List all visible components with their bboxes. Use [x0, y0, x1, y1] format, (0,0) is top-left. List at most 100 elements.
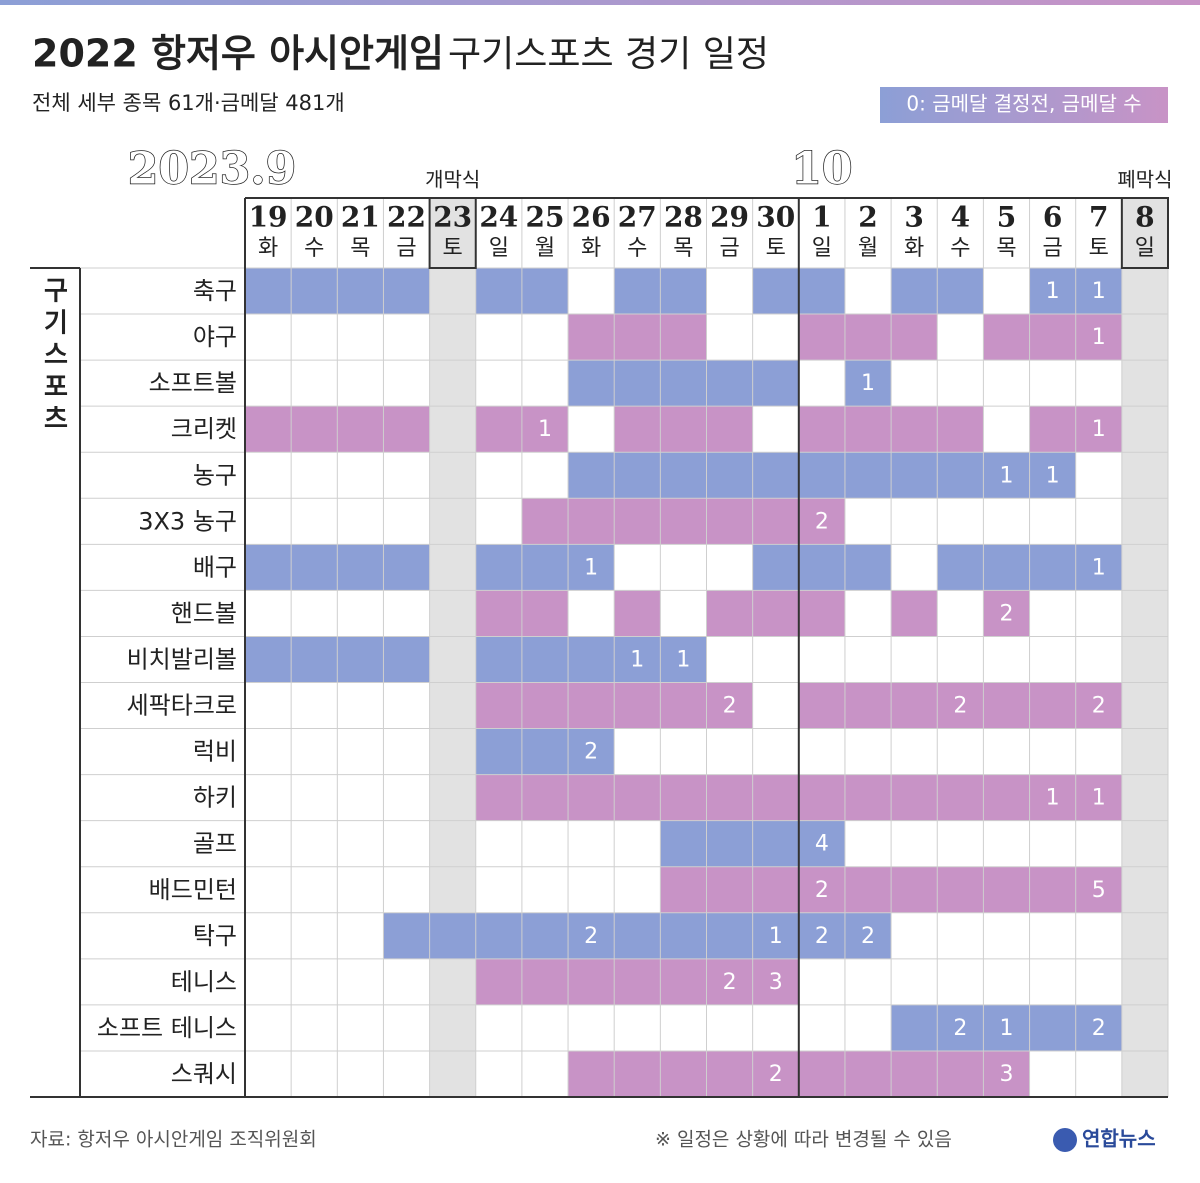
ceremony-column [1121, 198, 1168, 1097]
schedule-cell [798, 682, 845, 729]
schedule-cell [614, 268, 661, 315]
medal-count: 1 [1092, 325, 1106, 350]
schedule-cell [337, 268, 384, 315]
schedule-cell [568, 912, 615, 959]
schedule-cell [660, 360, 707, 407]
medal-count: 4 [815, 832, 829, 857]
weekday: 목 [350, 236, 370, 261]
medal-count: 2 [584, 924, 598, 949]
medal-count: 2 [1092, 694, 1106, 719]
schedule-cell [752, 544, 799, 591]
schedule-cell [798, 866, 845, 913]
schedule-cell [614, 774, 661, 821]
schedule-cell [752, 820, 799, 867]
schedule-cell [983, 866, 1030, 913]
schedule-cell [475, 406, 522, 453]
schedule-cell [983, 1004, 1030, 1051]
title: 2022 항저우 아시안게임 [32, 32, 444, 76]
medal-count: 2 [815, 509, 829, 534]
schedule-cell [475, 958, 522, 1005]
top-stripe [0, 0, 1200, 5]
schedule-cell [568, 544, 615, 591]
schedule-cell [1075, 1004, 1122, 1051]
medal-count: 1 [999, 1016, 1013, 1041]
schedule-cell [1075, 682, 1122, 729]
schedule-cell [1029, 268, 1076, 315]
schedule-cell [475, 590, 522, 637]
day: 19 [249, 201, 288, 234]
day: 24 [479, 201, 518, 234]
medal-count: 2 [815, 878, 829, 903]
medal-count: 1 [1046, 279, 1060, 304]
sport-label: 야구 [193, 323, 237, 351]
schedule-cell [521, 268, 569, 315]
schedule-cell [1029, 452, 1076, 499]
day: 7 [1089, 201, 1108, 234]
schedule-cell [1029, 866, 1076, 913]
schedule-cell [521, 774, 569, 821]
weekday: 수 [304, 236, 324, 261]
medal-count: 2 [769, 1062, 783, 1087]
schedule-cell [937, 1050, 984, 1097]
schedule-cell [614, 314, 661, 361]
schedule-cell [660, 958, 707, 1005]
sport-label: 스쿼시 [171, 1060, 237, 1088]
day: 30 [756, 201, 795, 234]
schedule-cell [706, 590, 753, 637]
schedule-cell [844, 1050, 892, 1097]
medal-count: 2 [861, 924, 875, 949]
schedule-cell [752, 912, 799, 959]
schedule-cell [983, 544, 1030, 591]
schedule-cell [983, 774, 1030, 821]
schedule-cell [844, 360, 892, 407]
sport-label: 농구 [193, 461, 237, 489]
schedule-cell [614, 590, 661, 637]
schedule-cell [1075, 544, 1122, 591]
schedule-cell [245, 406, 292, 453]
schedule-cell [1029, 544, 1076, 591]
schedule-cell [706, 360, 753, 407]
schedule-cell [568, 360, 615, 407]
schedule-cell [706, 820, 753, 867]
schedule-cell [891, 1004, 938, 1051]
schedule-cell [291, 406, 338, 453]
schedule-cell [660, 866, 707, 913]
schedule-cell [475, 268, 522, 315]
medal-count: 2 [1092, 1016, 1106, 1041]
schedule-cell [1075, 774, 1122, 821]
medal-count: 1 [861, 371, 875, 396]
day: 21 [341, 201, 380, 234]
schedule-cell [660, 820, 707, 867]
schedule-cell [844, 452, 892, 499]
weekday: 월 [535, 236, 555, 261]
schedule-cell [798, 1050, 845, 1097]
schedule-cell [752, 866, 799, 913]
weekday: 화 [904, 236, 924, 261]
schedule-cell [844, 912, 892, 959]
schedule-cell [891, 406, 938, 453]
sport-label: 테니스 [171, 968, 237, 996]
schedule-cell [706, 866, 753, 913]
schedule-cell [660, 774, 707, 821]
medal-count: 1 [1046, 463, 1060, 488]
schedule-cell [706, 774, 753, 821]
schedule-cell [937, 682, 984, 729]
schedule-cell [798, 268, 845, 315]
schedule-cell [891, 590, 938, 637]
schedule-cell [475, 728, 522, 775]
group-label: 츠 [44, 405, 68, 435]
day: 8 [1135, 201, 1154, 234]
schedule-cell [614, 498, 661, 545]
schedule-cell [706, 498, 753, 545]
medal-count: 5 [1092, 878, 1106, 903]
schedule-cell [1029, 314, 1076, 361]
schedule-cell [291, 268, 338, 315]
schedule-cell [521, 912, 569, 959]
medal-count: 1 [584, 555, 598, 580]
schedule-cell [937, 452, 984, 499]
schedule-cell [798, 452, 845, 499]
schedule-cell [937, 866, 984, 913]
day: 22 [387, 201, 426, 234]
ceremony-frame [1120, 197, 1169, 269]
sport-label: 핸드볼 [171, 599, 237, 627]
